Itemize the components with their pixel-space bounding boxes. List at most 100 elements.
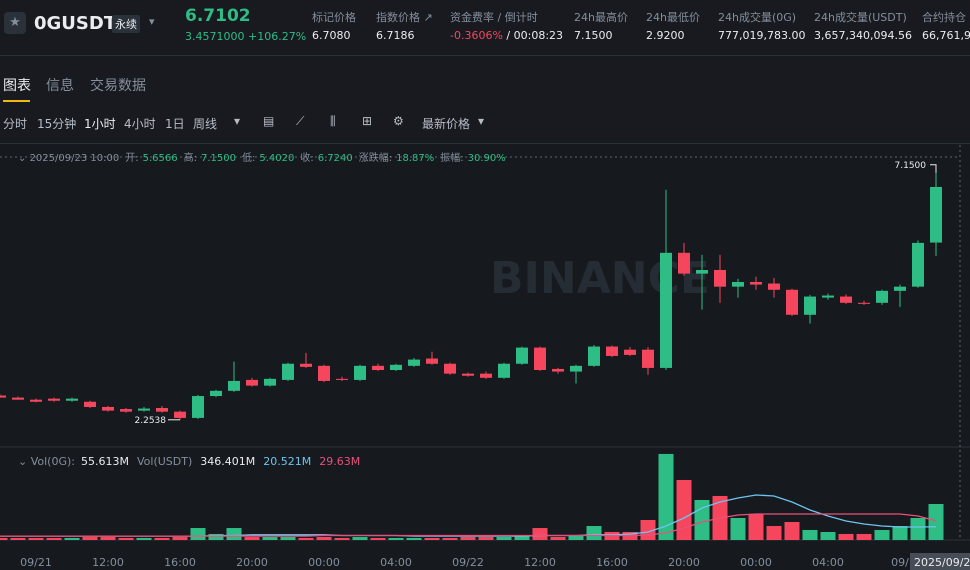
- candle-body: [462, 373, 474, 376]
- volume-bar: [820, 531, 836, 540]
- stat-label: 24h成交量(USDT): [814, 11, 907, 24]
- candle-body: [12, 397, 24, 400]
- info-value: 18.87%: [396, 153, 434, 164]
- favorite-star[interactable]: ★: [4, 12, 26, 34]
- volume-bar: [334, 537, 350, 540]
- cursor-label-bg: [910, 553, 970, 570]
- stat-label: 24h最低价: [646, 11, 700, 24]
- stat-label: 24h最高价: [574, 11, 628, 24]
- last-price: 6.7102: [185, 6, 251, 26]
- ohlc-info: ⌄ 2025/09/23 10:00 开: 5.6566 高: 7.1500 低: 5.40…: [18, 151, 506, 164]
- candle-body: [660, 252, 672, 368]
- price-type[interactable]: 最新价格: [422, 117, 471, 131]
- vol-name: Vol(0G):: [31, 455, 75, 468]
- volume-bar: [550, 537, 566, 540]
- change-pct: +106.27%: [248, 30, 307, 43]
- tool-icon[interactable]: ▾: [234, 114, 241, 128]
- volume-bar: [910, 517, 926, 540]
- volume-bar: [874, 529, 890, 540]
- volume-bar: [244, 537, 260, 540]
- stat-label: 标记价格: [312, 11, 356, 24]
- stat-value: 66,761,9: [922, 29, 970, 42]
- volume-bar: [262, 537, 278, 540]
- tab-underline: [3, 100, 30, 102]
- tab[interactable]: 交易数据: [90, 78, 146, 94]
- x-tick-label: 00:00: [740, 556, 772, 569]
- volume-bar: [154, 537, 170, 540]
- candle-body: [0, 395, 6, 398]
- candle-body: [750, 281, 762, 285]
- interval[interactable]: 1日: [165, 117, 185, 131]
- x-tick-label: 00:00: [308, 556, 340, 569]
- candle-body: [822, 295, 834, 298]
- info-label: 振幅:: [440, 151, 463, 164]
- volume-bar: [532, 528, 548, 540]
- x-tick-label: 12:00: [524, 556, 556, 569]
- volume-bar: [586, 526, 602, 540]
- candle-body: [66, 398, 78, 401]
- candle-body: [120, 409, 132, 412]
- candle-body: [300, 363, 312, 367]
- candle-body: [48, 398, 60, 401]
- tab[interactable]: 图表: [3, 78, 31, 94]
- stat-label: 指数价格 ↗: [376, 11, 433, 24]
- header-bar: [0, 0, 970, 56]
- candle-body: [174, 411, 186, 418]
- candle-body: [570, 365, 582, 372]
- volume-bar: [118, 537, 134, 540]
- volume-bar: [442, 537, 458, 540]
- candle-body: [30, 399, 42, 402]
- interval[interactable]: 1小时: [84, 117, 116, 131]
- change: 3.4571000: [185, 30, 245, 43]
- candle-body: [552, 368, 564, 372]
- badge: 永续: [112, 15, 140, 33]
- info-label: 开:: [125, 153, 138, 164]
- interval[interactable]: 4小时: [124, 117, 156, 131]
- candle-body: [768, 283, 780, 290]
- tool-icon[interactable]: ⊞: [362, 114, 373, 128]
- info-value: 6.7240: [318, 153, 353, 164]
- dropdown-arrow[interactable]: ▾: [149, 15, 155, 28]
- x-tick-label: 09/21: [20, 556, 52, 569]
- stat-value: 3,657,340,094.56: [814, 29, 912, 42]
- info-label: 低:: [242, 151, 255, 164]
- candle-body: [354, 365, 366, 380]
- tool-icon[interactable]: ⟋: [296, 114, 305, 128]
- x-tick-label: 09/: [891, 556, 909, 569]
- candle-body: [876, 290, 888, 303]
- stat-label: 合约持仓: [922, 11, 966, 24]
- volume-bar: [802, 529, 818, 540]
- volume-bar: [316, 537, 332, 540]
- interval[interactable]: 周线: [193, 117, 218, 131]
- high-label: 7.1500: [895, 161, 927, 171]
- interval[interactable]: 15分钟: [37, 117, 77, 131]
- volume-bar: [424, 537, 440, 540]
- tool-icon[interactable]: ▾: [478, 114, 485, 128]
- volume-bar: [28, 537, 44, 540]
- candle-body: [264, 378, 276, 386]
- watermark: BINANCE: [490, 253, 710, 304]
- candle-body: [858, 302, 870, 304]
- x-tick-label: 20:00: [236, 556, 268, 569]
- candle-body: [714, 270, 726, 287]
- interval[interactable]: 分时: [3, 117, 28, 131]
- info-value: 5.4020: [259, 153, 294, 164]
- candle-body: [426, 358, 438, 364]
- volume-bar: [784, 522, 800, 540]
- candle-body: [336, 378, 348, 380]
- tool-icon[interactable]: ▤: [263, 114, 275, 128]
- info-time: 2025/09/23 10:00: [30, 153, 120, 164]
- volume-legend: ⌄ Vol(0G): 55.613M Vol(USDT) 346.401M 20.521…: [18, 455, 360, 468]
- info-value: 5.6566: [143, 153, 178, 164]
- volume-bar: [766, 526, 782, 540]
- volume-bar: [100, 537, 116, 540]
- tool-icon[interactable]: ⫼: [330, 114, 336, 128]
- tool-icon[interactable]: ⚙: [393, 114, 404, 128]
- cursor-label: 2025/09/23: [914, 556, 970, 569]
- candle-body: [732, 281, 744, 287]
- candle-body: [282, 363, 294, 380]
- chart-bg: [0, 145, 970, 570]
- tab[interactable]: 信息: [46, 78, 74, 94]
- candle-body: [408, 359, 420, 366]
